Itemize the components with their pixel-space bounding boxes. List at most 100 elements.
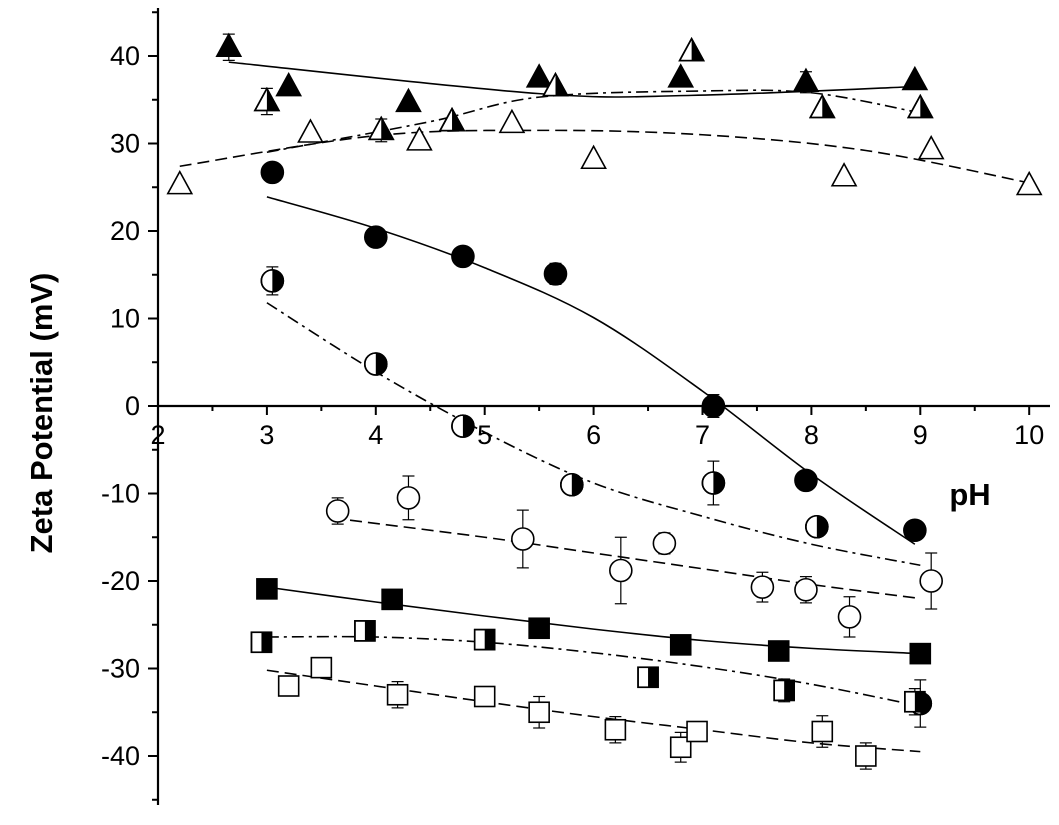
triangle-border bbox=[542, 71, 569, 97]
triangle-outline bbox=[395, 87, 422, 113]
y-tick-label: -40 bbox=[101, 741, 140, 771]
marker-square-filled-5 bbox=[767, 640, 790, 662]
triangle-outline bbox=[792, 67, 820, 93]
square-outline bbox=[811, 720, 834, 743]
x-axis-title: pH bbox=[949, 477, 990, 512]
square-border bbox=[354, 620, 376, 642]
circle-outline bbox=[794, 468, 818, 493]
y-tick-label: 20 bbox=[110, 216, 140, 246]
triangle-border bbox=[678, 36, 705, 62]
triangle-border bbox=[438, 106, 466, 132]
triangle-outline bbox=[667, 63, 695, 88]
triangle-outline bbox=[498, 108, 526, 134]
x-tick-label: 6 bbox=[586, 420, 601, 450]
square-half-fill bbox=[364, 620, 375, 641]
marker-square-filled-4 bbox=[669, 634, 692, 656]
circle-border bbox=[805, 514, 829, 539]
triangle-outline bbox=[1015, 170, 1043, 196]
triangle-border bbox=[906, 93, 934, 119]
marker-square-open-6 bbox=[604, 718, 627, 741]
circle-outline bbox=[396, 486, 421, 510]
circle-outline bbox=[903, 518, 927, 543]
marker-square-half-6 bbox=[904, 690, 926, 713]
square-outline bbox=[604, 718, 627, 741]
x-tick-label: 4 bbox=[368, 420, 383, 450]
marker-square-open-10 bbox=[855, 745, 877, 767]
marker-circle-open-2 bbox=[396, 486, 421, 510]
triangle-outline bbox=[525, 63, 553, 88]
y-tick-label: -10 bbox=[101, 479, 140, 509]
x-tick-label: 10 bbox=[1014, 420, 1044, 450]
marker-triangle-filled-6 bbox=[667, 63, 695, 88]
circle-border bbox=[363, 352, 388, 376]
marker-circle-open-1 bbox=[325, 499, 350, 523]
x-tick-label: 8 bbox=[804, 420, 819, 450]
marker-triangle-filled-5 bbox=[525, 63, 553, 88]
square-outline bbox=[386, 683, 409, 706]
marker-circle-open-7 bbox=[794, 577, 818, 602]
triangle-outline bbox=[830, 162, 858, 187]
circle-half-fill bbox=[272, 269, 284, 292]
circle-outline bbox=[543, 262, 568, 286]
triangle-outline bbox=[917, 134, 945, 160]
marker-triangle-filled-2 bbox=[275, 71, 303, 97]
marker-square-open-7 bbox=[669, 736, 692, 759]
y-tick-label: 0 bbox=[125, 391, 140, 421]
square-half-fill bbox=[261, 632, 272, 653]
marker-triangle-half-5 bbox=[678, 36, 705, 62]
triangle-outline bbox=[901, 65, 929, 91]
circle-half-fill bbox=[462, 415, 474, 438]
marker-triangle-open-2 bbox=[297, 118, 324, 143]
marker-square-half-5 bbox=[773, 679, 795, 702]
marker-square-open-3 bbox=[386, 683, 409, 706]
marker-square-open-5 bbox=[528, 701, 550, 724]
marker-square-filled-2 bbox=[381, 588, 403, 611]
square-outline bbox=[381, 588, 403, 611]
square-half-fill bbox=[784, 680, 795, 701]
square-half-fill bbox=[914, 691, 925, 712]
square-outline bbox=[473, 685, 496, 708]
square-outline bbox=[855, 745, 877, 767]
circle-outline bbox=[609, 558, 633, 583]
marker-circle-open-8 bbox=[837, 605, 862, 629]
marker-circle-open-4 bbox=[609, 558, 633, 583]
circle-outline bbox=[451, 244, 475, 269]
triangle-outline bbox=[580, 144, 607, 170]
circle-outline bbox=[919, 569, 943, 593]
square-outline bbox=[767, 640, 790, 662]
circle-border bbox=[560, 472, 584, 497]
square-border bbox=[637, 666, 659, 689]
square-outline bbox=[909, 642, 932, 665]
triangle-outline bbox=[166, 169, 194, 195]
marker-triangle-half-3 bbox=[438, 106, 466, 132]
circle-outline bbox=[652, 531, 677, 556]
circle-outline bbox=[325, 499, 350, 523]
marker-square-filled-1 bbox=[256, 578, 278, 600]
y-tick-label: -20 bbox=[101, 566, 140, 596]
marker-circle-filled-3 bbox=[451, 244, 475, 269]
y-tick-label: 40 bbox=[110, 41, 140, 71]
marker-triangle-filled-8 bbox=[901, 65, 929, 91]
marker-circle-open-6 bbox=[750, 575, 775, 599]
y-tick-label: 10 bbox=[110, 304, 140, 334]
marker-triangle-half-1 bbox=[253, 86, 281, 112]
triangle-outline bbox=[406, 126, 433, 151]
fit-line-series-7 bbox=[266, 586, 921, 655]
circle-border bbox=[260, 269, 285, 293]
triangle-outline bbox=[297, 118, 324, 143]
square-border bbox=[250, 631, 273, 654]
marker-triangle-filled-7 bbox=[792, 67, 820, 93]
marker-triangle-half-7 bbox=[906, 93, 934, 119]
marker-triangle-filled-3 bbox=[395, 87, 422, 113]
marker-circle-half-4 bbox=[560, 472, 584, 497]
marker-circle-open-3 bbox=[511, 527, 535, 551]
circle-half-fill bbox=[375, 353, 387, 375]
square-outline bbox=[686, 720, 708, 743]
marker-triangle-half-4 bbox=[542, 71, 569, 97]
marker-triangle-half-2 bbox=[367, 115, 395, 141]
square-outline bbox=[528, 617, 550, 640]
marker-circle-open-9 bbox=[919, 569, 943, 593]
marker-triangle-open-5 bbox=[580, 144, 607, 170]
fit-line-series-3 bbox=[179, 129, 1030, 184]
